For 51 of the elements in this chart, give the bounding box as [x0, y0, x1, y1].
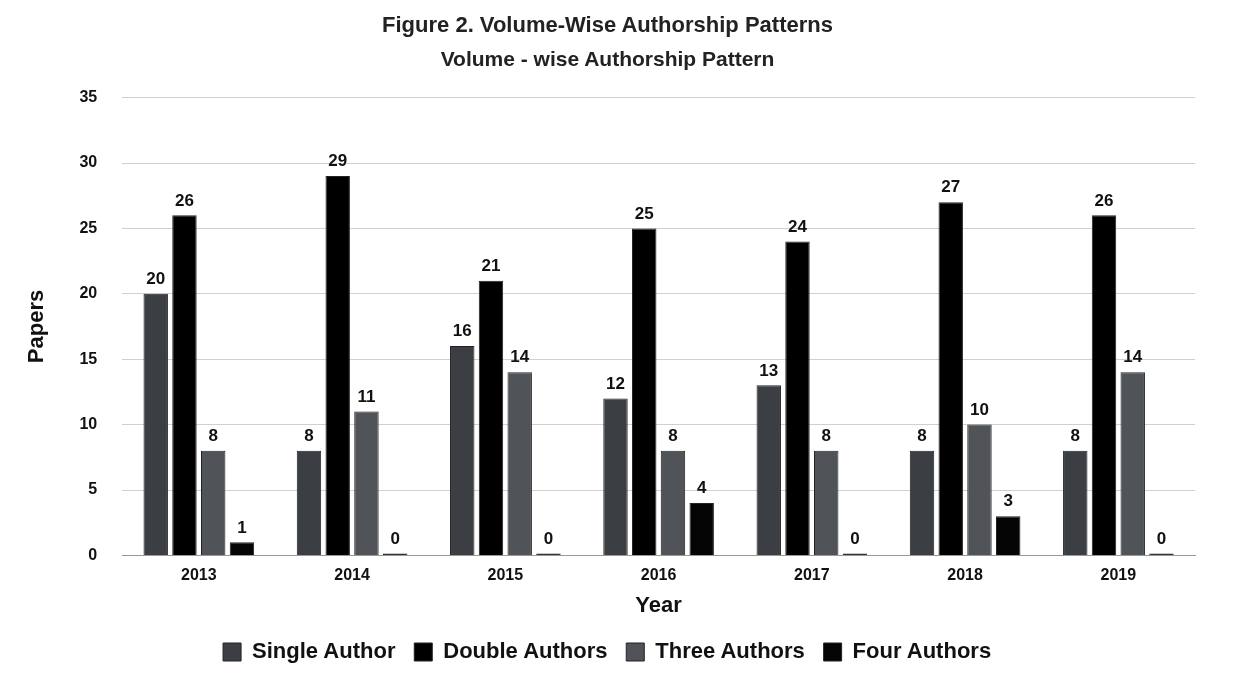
data-label: 24	[788, 216, 808, 236]
data-label: 0	[1156, 528, 1167, 548]
x-tick-label: 2018	[947, 566, 984, 584]
y-tick-label: 20	[79, 284, 98, 302]
data-label: 4	[696, 478, 707, 498]
data-label: 1	[237, 517, 247, 537]
data-label: 0	[850, 528, 860, 548]
y-tick-label: 5	[88, 480, 98, 498]
data-label: 13	[759, 360, 779, 380]
x-tick-label: 2019	[1100, 566, 1137, 584]
y-axis-title: Papers	[23, 289, 49, 364]
data-label: 0	[543, 528, 554, 548]
x-tick-label: 2013	[181, 566, 217, 584]
legend-label: Four Authors	[852, 638, 992, 664]
data-label: 8	[304, 425, 314, 445]
data-label: 27	[941, 177, 961, 197]
data-label: 21	[481, 255, 501, 275]
y-tick-label: 0	[88, 545, 98, 563]
chart-subtitle: Volume - wise Authorship Pattern	[440, 46, 775, 70]
data-label: 14	[510, 347, 530, 367]
data-label: 8	[668, 425, 678, 445]
data-label: 8	[1070, 425, 1080, 445]
legend-label: Double Authors	[443, 638, 608, 664]
data-label: 11	[357, 386, 376, 406]
y-tick-label: 35	[79, 88, 98, 106]
y-tick-label: 25	[79, 218, 98, 236]
data-label: 10	[970, 399, 989, 419]
data-label: 12	[606, 373, 625, 393]
x-tick-label: 2015	[487, 566, 524, 584]
legend-label: Single Author	[252, 638, 396, 664]
data-label: 14	[1123, 347, 1143, 367]
chart-title: Figure 2. Volume-Wise Authorship Patterns	[382, 12, 833, 38]
data-label: 20	[146, 268, 166, 288]
data-label: 25	[634, 203, 654, 223]
data-label: 8	[821, 425, 831, 445]
data-label: 29	[328, 151, 348, 171]
x-tick-label: 2017	[794, 566, 830, 584]
legend-label: Three Authors	[655, 638, 805, 664]
data-label: 8	[208, 425, 218, 445]
y-tick-label: 30	[79, 153, 98, 171]
data-label: 8	[917, 425, 927, 445]
data-label: 3	[1003, 491, 1013, 511]
data-label: 26	[175, 190, 194, 210]
x-tick-label: 2014	[334, 566, 370, 584]
x-tick-label: 2016	[640, 566, 677, 584]
data-label: 26	[1094, 190, 1114, 210]
y-tick-label: 15	[79, 349, 98, 367]
y-tick-label: 10	[79, 415, 98, 433]
data-label: 16	[452, 321, 472, 341]
data-label: 0	[390, 528, 400, 548]
x-axis-title: Year	[635, 591, 683, 617]
